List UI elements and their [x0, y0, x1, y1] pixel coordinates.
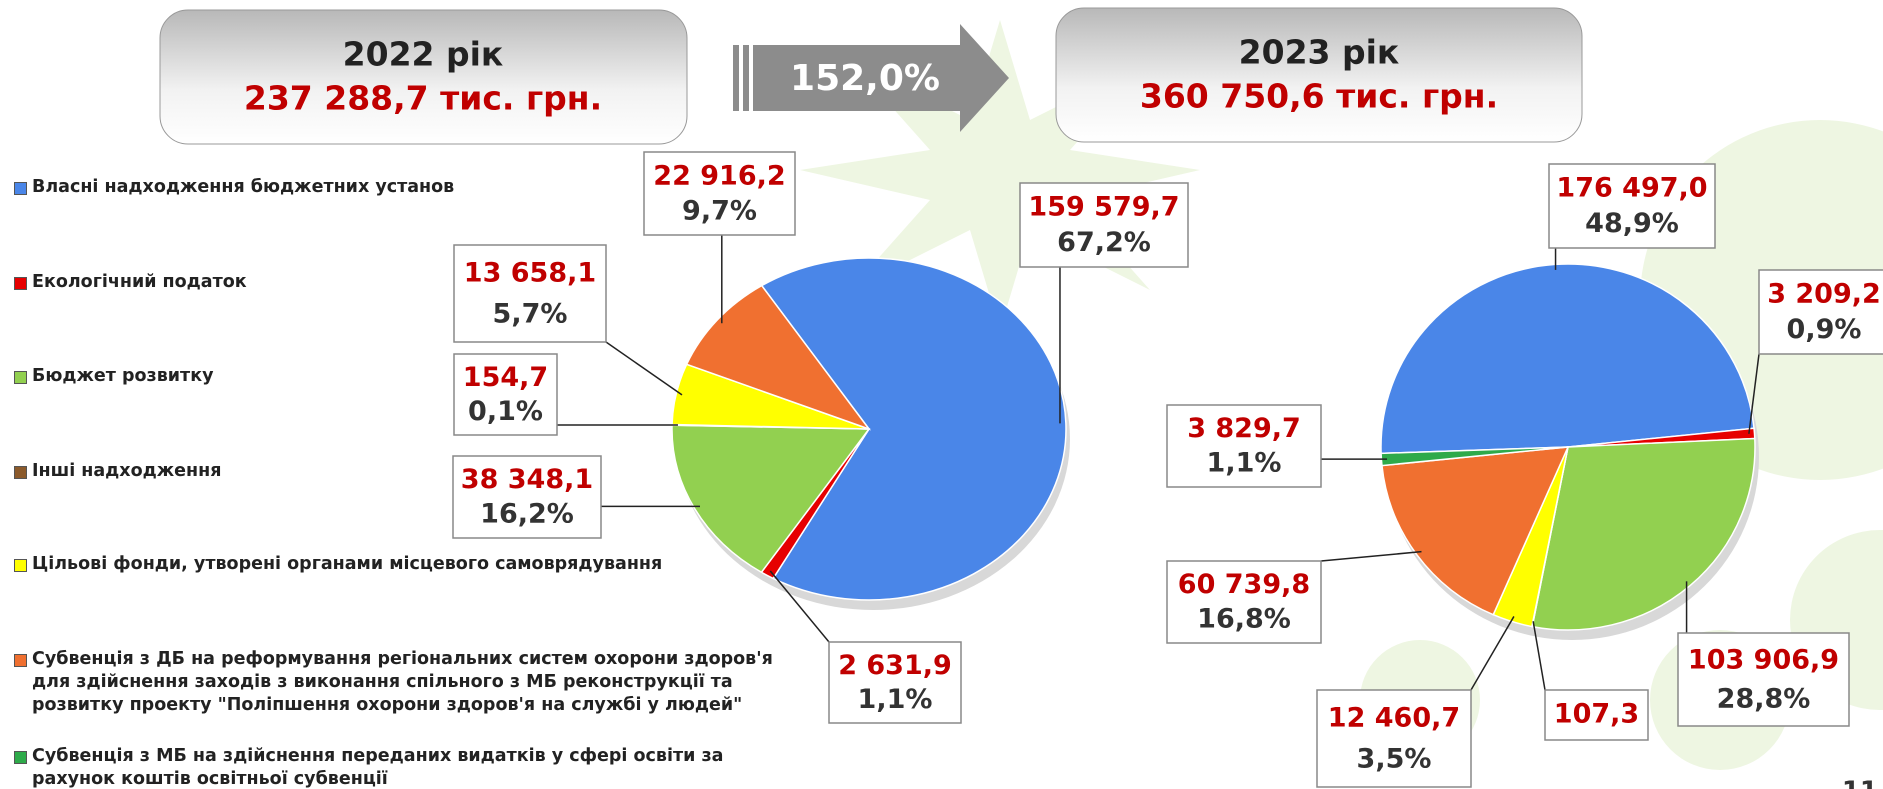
value-label: 12 460,7 — [1328, 703, 1460, 734]
percent-label: 5,7% — [493, 298, 568, 329]
percent-label: 67,2% — [1057, 227, 1151, 258]
value-label: 107,3 — [1554, 699, 1639, 730]
legend-swatch — [14, 559, 27, 572]
legend-label: Субвенція з ДБ на реформування регіональ… — [32, 648, 774, 717]
page-number: 11 — [1842, 777, 1878, 789]
legend-item: Бюджет розвитку — [14, 365, 774, 388]
legend-label: Субвенція з МБ на здійснення переданих в… — [32, 745, 774, 789]
leader-line — [1321, 552, 1421, 561]
legend-label: Цільові фонди, утворені органами місцево… — [32, 553, 662, 576]
percent-label: 48,9% — [1585, 208, 1679, 239]
percent-label: 1,1% — [1207, 448, 1282, 479]
chart-title: 2022 рік — [343, 35, 504, 74]
value-label: 103 906,9 — [1688, 644, 1839, 675]
legend-item: Екологічний податок — [14, 271, 774, 294]
percent-label: 1,1% — [858, 684, 933, 715]
percent-label: 3,5% — [1357, 743, 1432, 774]
pie — [1381, 264, 1755, 630]
legend-item: Цільові фонди, утворені органами місцево… — [14, 553, 774, 576]
chart-title: 2023 рік — [1239, 33, 1400, 72]
value-label: 159 579,7 — [1028, 192, 1179, 223]
legend-label: Інші надходження — [32, 460, 221, 483]
legend-label: Бюджет розвитку — [32, 365, 214, 388]
percent-label: 9,7% — [682, 195, 757, 226]
legend-swatch — [14, 371, 27, 384]
leader-line — [1471, 616, 1514, 690]
legend-item: Субвенція з МБ на здійснення переданих в… — [14, 745, 774, 789]
legend-swatch — [14, 466, 27, 479]
percent-label: 16,8% — [1197, 604, 1291, 635]
percent-label: 0,9% — [1787, 314, 1862, 345]
chart-subtitle: 237 288,7 тис. грн. — [244, 79, 602, 118]
pie — [672, 258, 1066, 600]
percent-label: 16,2% — [480, 499, 574, 530]
growth-label: 152,0% — [790, 58, 940, 99]
pie-slice — [1532, 438, 1755, 630]
legend-swatch — [14, 751, 27, 764]
value-label: 3 829,7 — [1187, 413, 1301, 444]
legend-item: Субвенція з ДБ на реформування регіональ… — [14, 648, 774, 717]
legend-item: Інші надходження — [14, 460, 774, 483]
legend-swatch — [14, 182, 27, 195]
percent-label: 28,8% — [1717, 683, 1811, 714]
value-label: 176 497,0 — [1556, 173, 1707, 204]
legend-label: Власні надходження бюджетних установ — [32, 176, 454, 199]
value-label: 2 631,9 — [838, 650, 952, 681]
legend-swatch — [14, 277, 27, 290]
header-box — [1056, 8, 1582, 142]
legend-item: Власні надходження бюджетних установ — [14, 176, 774, 199]
chart-subtitle: 360 750,6 тис. грн. — [1140, 77, 1498, 116]
header-box — [160, 10, 687, 144]
legend-label: Екологічний податок — [32, 271, 247, 294]
slide: 152,0% 11 2022 рік 237 288,7 тис. грн. 159… — [0, 0, 1883, 789]
percent-label: 0,1% — [468, 396, 543, 427]
legend-swatch — [14, 654, 27, 667]
value-label: 3 209,2 — [1767, 279, 1881, 310]
value-label: 60 739,8 — [1178, 569, 1310, 600]
growth-arrow: 152,0% — [733, 24, 1009, 132]
